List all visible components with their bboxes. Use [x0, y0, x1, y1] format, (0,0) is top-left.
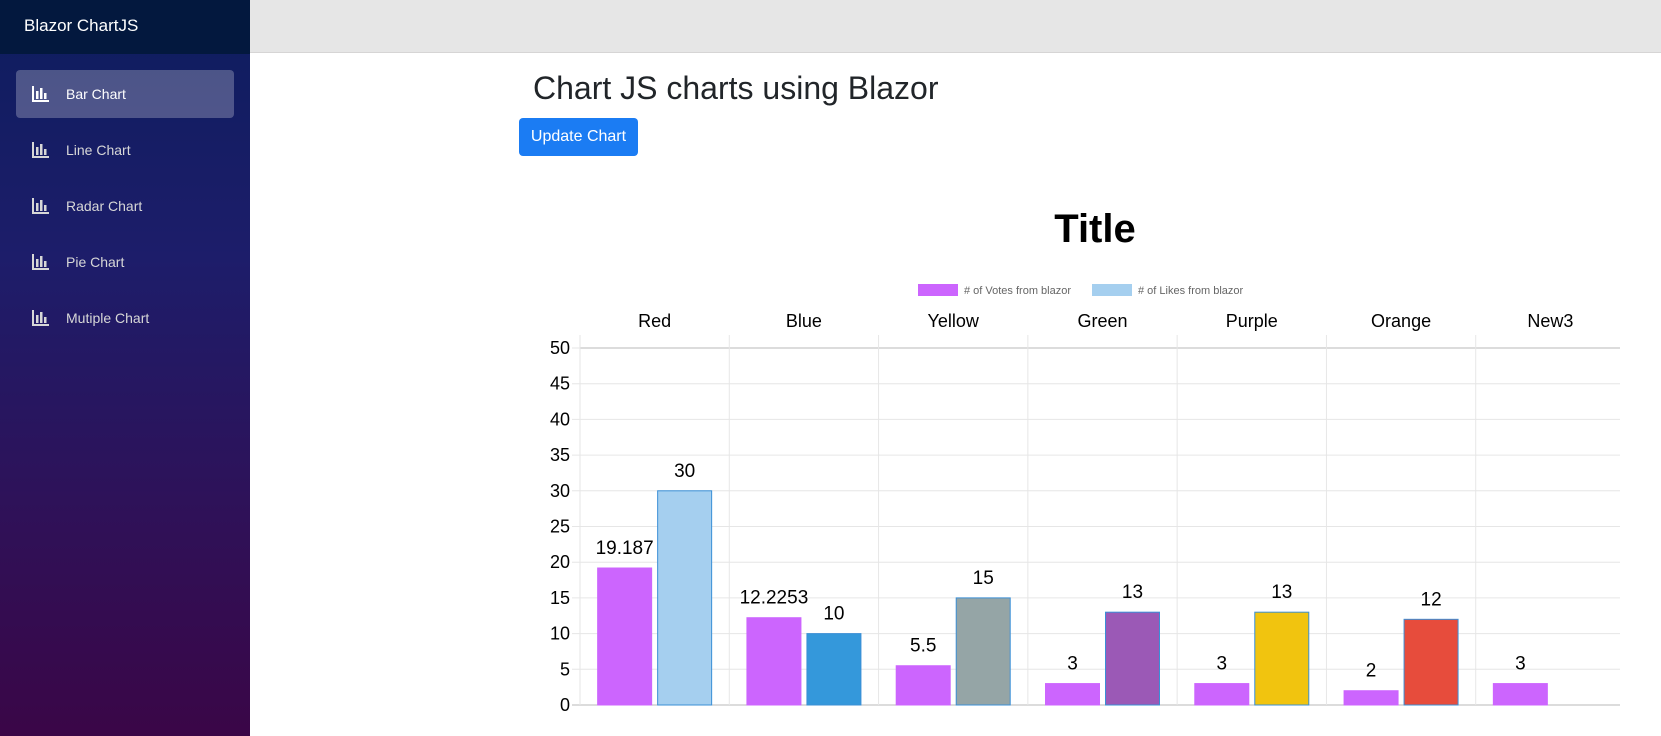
sidebar-item-label: Line Chart — [66, 142, 131, 158]
sidebar: Blazor ChartJS Bar Chart Line Chart Rada… — [0, 0, 250, 736]
bar-chart: Title # of Votes from blazor # of Likes fr… — [550, 207, 1620, 715]
bar — [955, 597, 1011, 706]
data-label: 12 — [1421, 589, 1442, 610]
bar — [1343, 690, 1399, 706]
bar — [1403, 618, 1459, 706]
bar-chart-icon — [32, 254, 49, 270]
bar — [657, 490, 713, 706]
x-tick-label: Purple — [1226, 311, 1278, 331]
legend-swatch — [1092, 284, 1132, 296]
sidebar-item-label: Mutiple Chart — [66, 310, 150, 326]
update-chart-button[interactable]: Update Chart — [519, 118, 638, 156]
y-tick-label: 45 — [550, 374, 570, 394]
legend-swatch — [918, 284, 958, 296]
bar — [1194, 683, 1250, 706]
bar-chart-icon — [32, 198, 49, 214]
sidebar-item-label: Pie Chart — [66, 254, 125, 270]
legend-label: # of Likes from blazor — [1138, 285, 1243, 297]
data-label: 2 — [1366, 661, 1377, 682]
bar — [1254, 611, 1310, 706]
y-tick-label: 20 — [550, 552, 570, 572]
brand-title[interactable]: Blazor ChartJS — [0, 0, 250, 54]
data-label: 13 — [1122, 582, 1143, 603]
data-label: 3 — [1067, 654, 1078, 675]
data-label: 19.187 — [596, 538, 654, 559]
x-tick-label: Orange — [1371, 311, 1431, 331]
bar — [1492, 683, 1548, 706]
y-tick-label: 40 — [550, 409, 570, 429]
bar — [806, 633, 862, 706]
data-label: 10 — [823, 604, 844, 625]
sidebar-item-multiple-chart[interactable]: Mutiple Chart — [16, 294, 234, 342]
sidebar-item-label: Radar Chart — [66, 198, 143, 214]
x-tick-label: Green — [1077, 311, 1127, 331]
x-tick-label: Red — [638, 311, 671, 331]
x-tick-label: Yellow — [928, 311, 980, 331]
sidebar-item-line-chart[interactable]: Line Chart — [16, 126, 234, 174]
data-label: 15 — [973, 568, 994, 589]
x-tick-label: Blue — [786, 311, 822, 331]
sidebar-item-pie-chart[interactable]: Pie Chart — [16, 238, 234, 286]
sidebar-item-label: Bar Chart — [66, 86, 126, 102]
y-tick-label: 35 — [550, 445, 570, 465]
y-tick-label: 15 — [550, 588, 570, 608]
data-label: 3 — [1216, 654, 1227, 675]
y-tick-label: 30 — [550, 481, 570, 501]
x-tick-label: New3 — [1527, 311, 1573, 331]
data-label: 12.2253 — [740, 588, 809, 609]
top-bar — [250, 0, 1661, 53]
data-label: 3 — [1515, 654, 1526, 675]
bar — [895, 665, 951, 706]
data-label: 13 — [1271, 582, 1292, 603]
bar-chart-icon — [32, 142, 49, 158]
y-tick-label: 50 — [550, 338, 570, 358]
page-title: Chart JS charts using Blazor — [533, 70, 939, 106]
bar-chart-icon — [32, 86, 49, 102]
bar — [1105, 611, 1160, 706]
legend-label: # of Votes from blazor — [964, 285, 1071, 297]
sidebar-nav: Bar Chart Line Chart Radar Chart Pie Cha… — [0, 54, 250, 342]
sidebar-item-radar-chart[interactable]: Radar Chart — [16, 182, 234, 230]
bar — [597, 567, 653, 706]
sidebar-item-bar-chart[interactable]: Bar Chart — [16, 70, 234, 118]
bar — [1045, 683, 1100, 706]
data-label: 30 — [674, 461, 695, 482]
chart-title: Title — [1054, 207, 1136, 251]
y-tick-label: 5 — [560, 659, 570, 679]
data-label: 5.5 — [910, 636, 936, 657]
bar-chart-icon — [32, 310, 49, 326]
bar — [746, 617, 802, 706]
y-tick-label: 10 — [550, 624, 570, 644]
y-tick-label: 0 — [560, 695, 570, 715]
y-tick-label: 25 — [550, 517, 570, 537]
